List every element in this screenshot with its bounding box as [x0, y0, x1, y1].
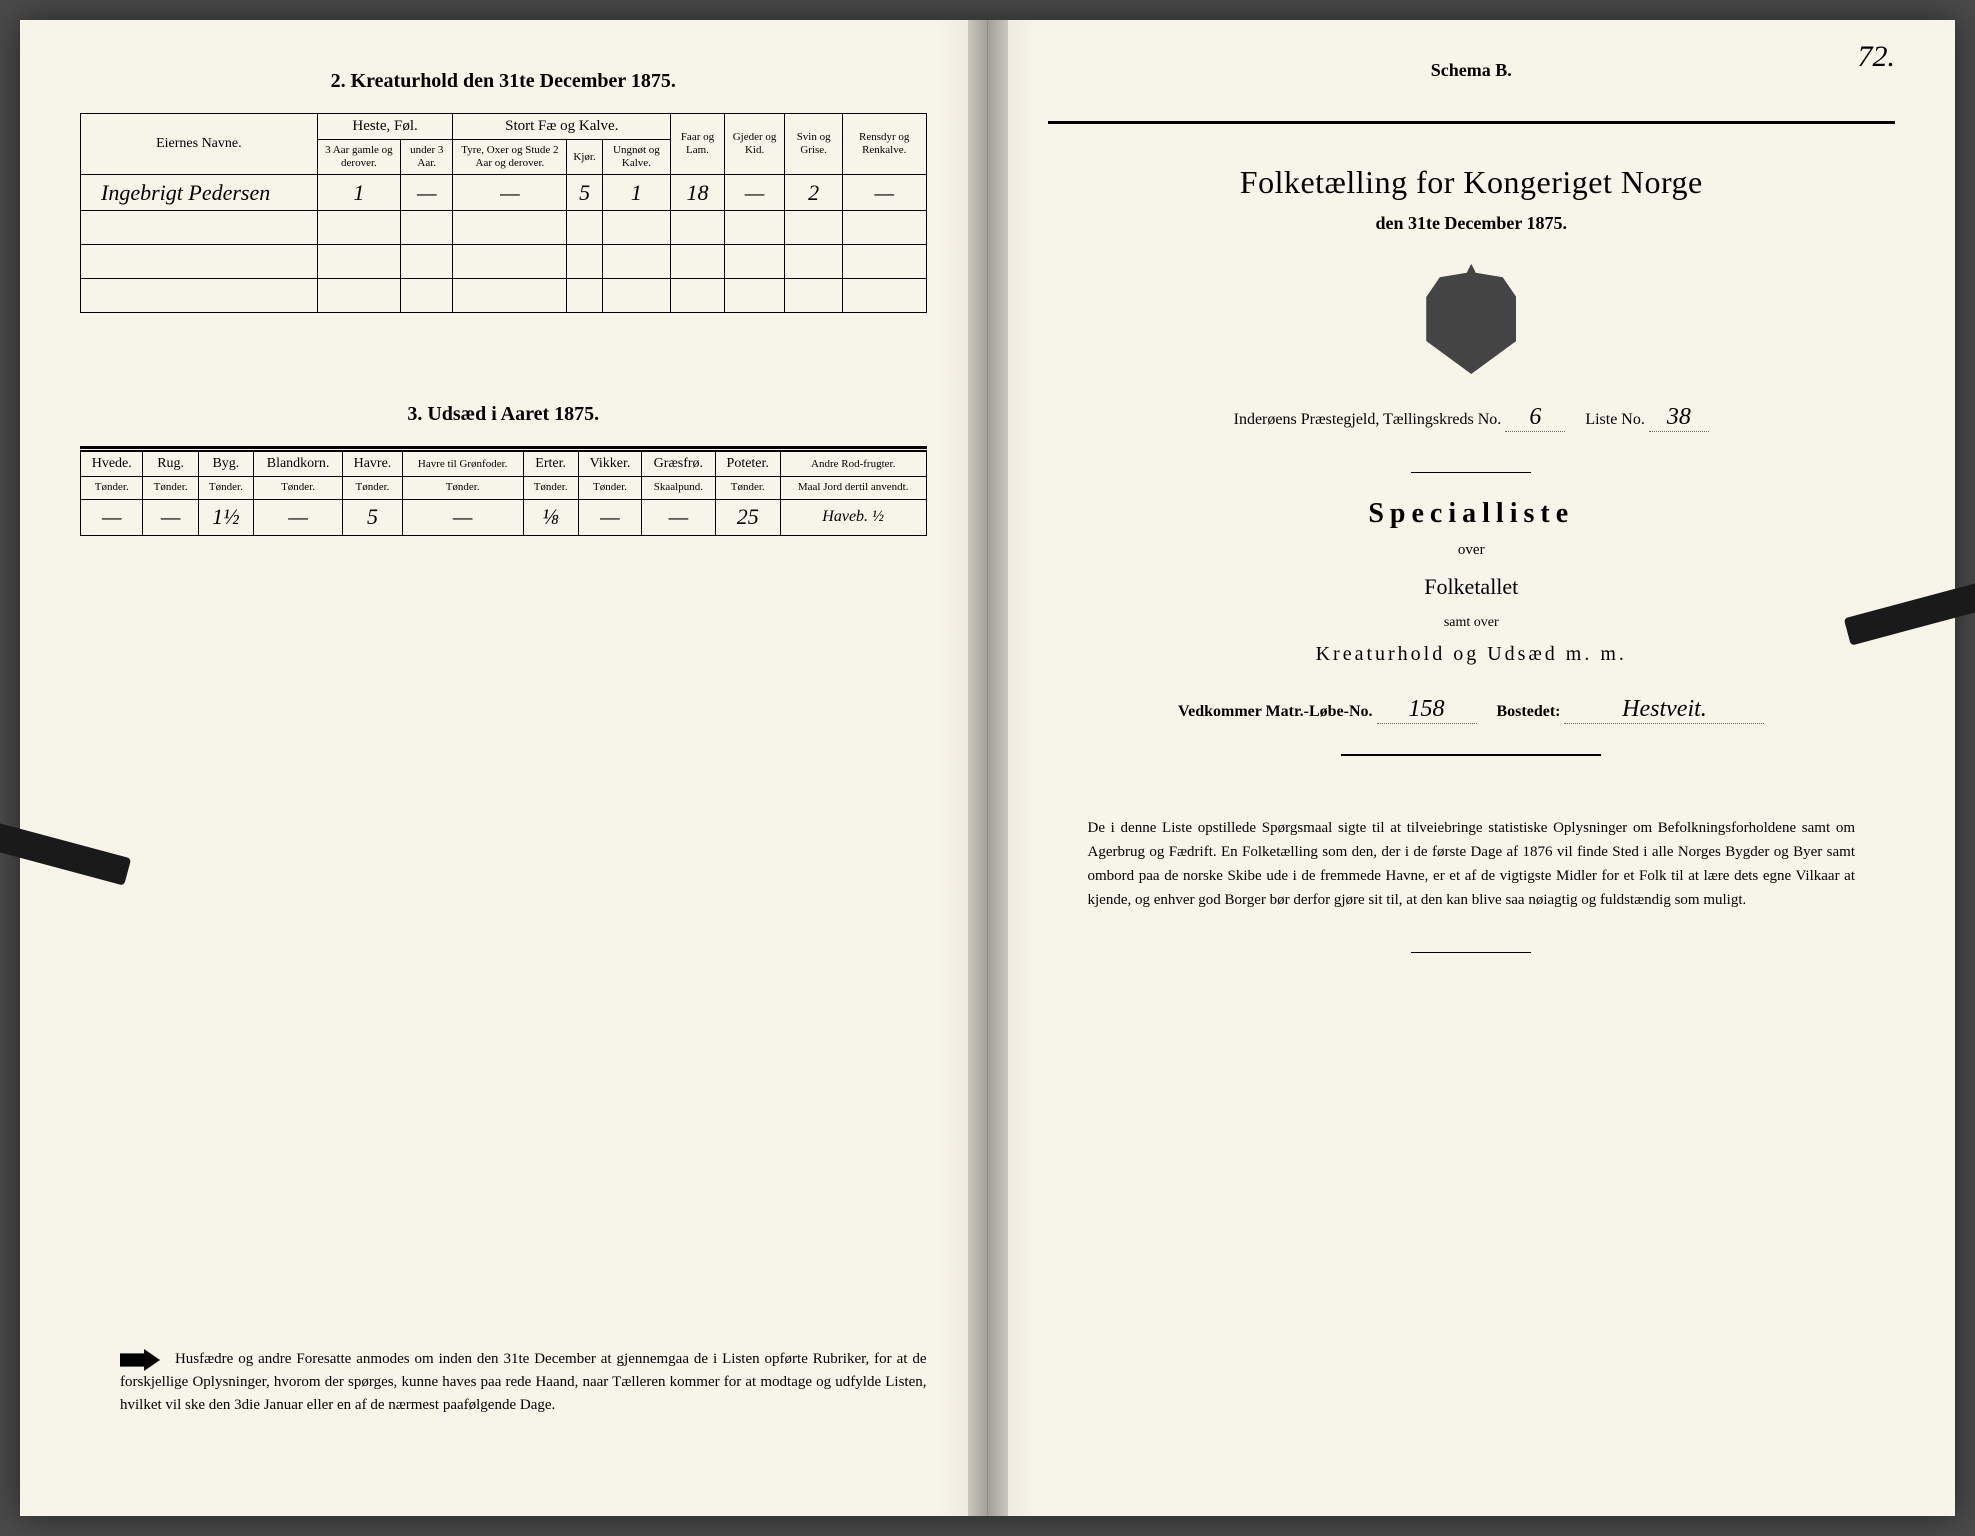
col-reindeer: Rensdyr og Renkalve.: [842, 114, 926, 175]
rule: [1341, 754, 1601, 756]
livestock-table: Eiernes Navne. Heste, Føl. Stort Fæ og K…: [80, 113, 927, 313]
cell: 25: [715, 499, 780, 535]
table-row: [81, 211, 927, 245]
table-row: — — 1½ — 5 — ⅛ — — 25 Haveb. ½: [81, 499, 927, 535]
unit: Maal Jord dertil anvendt.: [780, 477, 926, 499]
liste-no: 38: [1649, 404, 1709, 432]
cell: —: [254, 499, 343, 535]
cell: —: [724, 175, 785, 211]
seed-table: Hvede. Rug. Byg. Blandkorn. Havre. Havre…: [80, 451, 927, 535]
census-title: Folketælling for Kongeriget Norge: [1048, 164, 1896, 201]
instruction-paragraph: De i denne Liste opstillede Spørgsmaal s…: [1048, 816, 1896, 912]
cell-owner: Ingebrigt Pedersen: [81, 175, 318, 211]
col-pig: Svin og Grise.: [785, 114, 843, 175]
cell: —: [642, 499, 715, 535]
sub-c3: Ungnøt og Kalve.: [602, 140, 670, 175]
cell: —: [402, 499, 523, 535]
cell: ⅛: [523, 499, 578, 535]
footnote-text: Husfædre og andre Foresatte anmodes om i…: [120, 1351, 927, 1412]
unit: Tønder.: [343, 477, 403, 499]
cell: 5: [567, 175, 602, 211]
matr-label: Vedkommer Matr.-Løbe-No.: [1178, 703, 1373, 720]
table-row: [81, 245, 927, 279]
col: Erter.: [523, 452, 578, 477]
rule: [1411, 472, 1531, 473]
sub-h1: 3 Aar gamle og derover.: [317, 140, 400, 175]
unit: Tønder.: [523, 477, 578, 499]
samt-label: samt over: [1048, 615, 1896, 631]
col: Havre.: [343, 452, 403, 477]
col: Hvede.: [81, 452, 143, 477]
liste-label: Liste No.: [1585, 411, 1645, 428]
grp-horse: Heste, Føl.: [317, 114, 453, 140]
col: Blandkorn.: [254, 452, 343, 477]
matr-line: Vedkommer Matr.-Løbe-No. 158 Bostedet: H…: [1048, 696, 1896, 724]
sub-c1: Tyre, Oxer og Stude 2 Aar og derover.: [453, 140, 567, 175]
schema-label: Schema B.: [1048, 60, 1896, 81]
unit: Tønder.: [254, 477, 343, 499]
cell: 1½: [198, 499, 253, 535]
rule: [1411, 952, 1531, 953]
col-owner: Eiernes Navne.: [81, 114, 318, 175]
parish-line: Inderøens Præstegjeld, Tællingskreds No.…: [1048, 404, 1896, 432]
col: Andre Rod-frugter.: [780, 452, 926, 477]
section-3-title: 3. Udsæd i Aaret 1875.: [80, 403, 927, 426]
cell: —: [453, 175, 567, 211]
cell: —: [842, 175, 926, 211]
col: Havre til Grønfoder.: [402, 452, 523, 477]
cell: —: [81, 499, 143, 535]
cell: —: [143, 499, 198, 535]
seed-header-row: Hvede. Rug. Byg. Blandkorn. Havre. Havre…: [81, 452, 927, 477]
archive-clip: [0, 822, 131, 885]
sub-h2: under 3 Aar.: [401, 140, 453, 175]
specialliste-heading: Specialliste: [1048, 498, 1896, 530]
bosted-label: Bostedet:: [1497, 703, 1561, 720]
seed-unit-row: Tønder. Tønder. Tønder. Tønder. Tønder. …: [81, 477, 927, 499]
section-2-title: 2. Kreaturhold den 31te December 1875.: [80, 70, 927, 93]
grp-cattle: Stort Fæ og Kalve.: [453, 114, 671, 140]
col: Vikker.: [578, 452, 641, 477]
unit: Skaalpund.: [642, 477, 715, 499]
table-row: [81, 279, 927, 313]
right-page: 72. Schema B. Folketælling for Kongerige…: [988, 20, 1956, 1516]
over-label: over: [1048, 542, 1896, 559]
col: Rug.: [143, 452, 198, 477]
cell: —: [578, 499, 641, 535]
kreds-no: 6: [1505, 404, 1565, 432]
page-number: 72.: [1858, 40, 1896, 74]
cell: —: [401, 175, 453, 211]
cell: 1: [317, 175, 400, 211]
kreatur-heading: Kreaturhold og Udsæd m. m.: [1048, 643, 1896, 666]
matr-no: 158: [1377, 696, 1477, 724]
col: Græsfrø.: [642, 452, 715, 477]
folketal-heading: Folketallet: [1048, 574, 1896, 600]
col-goat: Gjeder og Kid.: [724, 114, 785, 175]
cell: Haveb. ½: [780, 499, 926, 535]
book-spread: 2. Kreaturhold den 31te December 1875. E…: [20, 20, 1955, 1516]
unit: Tønder.: [578, 477, 641, 499]
cell: 5: [343, 499, 403, 535]
unit: Tønder.: [81, 477, 143, 499]
unit: Tønder.: [715, 477, 780, 499]
col: Poteter.: [715, 452, 780, 477]
col-sheep: Faar og Lam.: [671, 114, 725, 175]
bosted-value: Hestveit.: [1564, 696, 1764, 724]
unit: Tønder.: [143, 477, 198, 499]
pointing-hand-icon: [120, 1349, 160, 1371]
left-page: 2. Kreaturhold den 31te December 1875. E…: [20, 20, 988, 1516]
sub-c2: Kjør.: [567, 140, 602, 175]
census-date: den 31te December 1875.: [1048, 213, 1896, 234]
footnote: Husfædre og andre Foresatte anmodes om i…: [120, 1348, 927, 1416]
col: Byg.: [198, 452, 253, 477]
cell: 18: [671, 175, 725, 211]
parish-label: Inderøens Præstegjeld, Tællingskreds No.: [1234, 411, 1502, 428]
coat-of-arms-icon: [1426, 264, 1516, 374]
table-row: Ingebrigt Pedersen 1 — — 5 1 18 — 2 —: [81, 175, 927, 211]
unit: Tønder.: [198, 477, 253, 499]
cell: 1: [602, 175, 670, 211]
cell: 2: [785, 175, 843, 211]
unit: Tønder.: [402, 477, 523, 499]
